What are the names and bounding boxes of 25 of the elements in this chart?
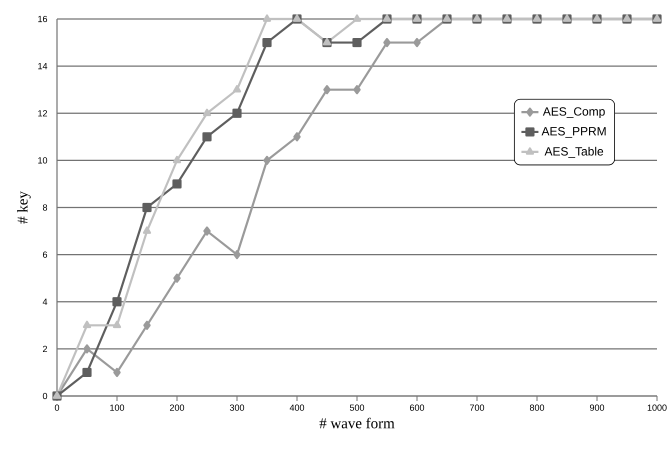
- y-axis-title: # key: [17, 191, 31, 224]
- x-tick-label: 800: [530, 404, 544, 411]
- y-tick-label: 6: [42, 251, 48, 258]
- x-tick-label: 400: [290, 404, 304, 411]
- x-axis-title: # wave form: [320, 418, 395, 428]
- y-tick-label: 10: [38, 157, 48, 164]
- x-tick-label: 100: [110, 404, 124, 411]
- legend-label: AES_PPRM: [542, 127, 606, 138]
- x-tick-label: 300: [230, 404, 244, 411]
- y-tick-label: 2: [42, 346, 48, 352]
- y-tick-label: 16: [38, 16, 48, 22]
- legend-label: AES_Table: [544, 146, 604, 158]
- x-tick-label: 1000: [648, 404, 667, 411]
- y-tick-label: 12: [38, 110, 48, 116]
- x-tick-label: 500: [350, 404, 364, 411]
- x-tick-label: 600: [410, 404, 424, 411]
- x-tick-label: 200: [170, 404, 184, 411]
- x-tick-label: 900: [590, 404, 604, 411]
- x-tick-label: 0: [54, 404, 60, 411]
- y-tick-label: 14: [38, 63, 48, 70]
- y-tick-label: 8: [42, 204, 48, 211]
- x-tick-label: 700: [470, 404, 484, 411]
- y-tick-label: 4: [42, 298, 48, 305]
- y-tick-label: 0: [42, 392, 48, 400]
- legend-label: AES_Comp: [542, 107, 605, 118]
